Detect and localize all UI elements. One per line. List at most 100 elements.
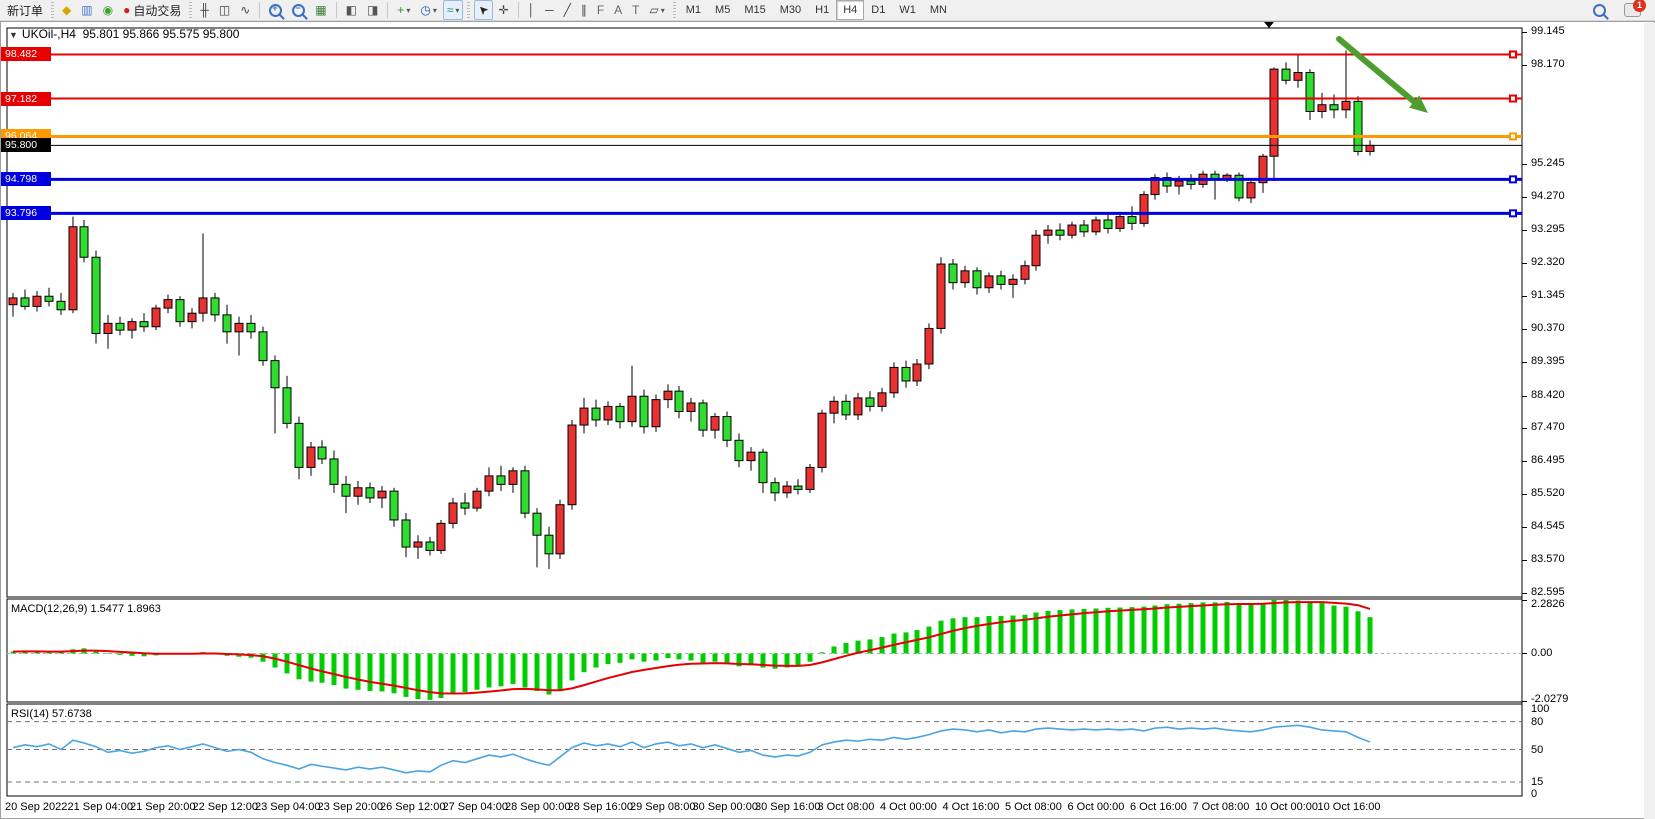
candle-bear — [544, 534, 554, 555]
candle-bear — [258, 331, 268, 362]
search-icon[interactable] — [1593, 3, 1606, 17]
chart-canvas[interactable] — [1, 22, 1655, 819]
price-line-badge: 93.796 — [1, 206, 51, 221]
time-axis-label: 30 Sep 00:00 — [692, 801, 758, 813]
price-tick-mark — [1522, 460, 1527, 462]
candle-bear — [210, 297, 220, 316]
timeframe-M15[interactable]: M15 — [744, 4, 766, 16]
trendline-icon[interactable]: ╱ — [560, 0, 575, 20]
candle-bull — [151, 307, 161, 328]
chevron-down-icon[interactable]: ▾ — [660, 5, 665, 15]
chart-ohlc-values: 95.801 95.866 95.575 95.800 — [82, 27, 240, 41]
timeframe-W1[interactable]: W1 — [899, 4, 916, 16]
zoom-in-icon[interactable]: + — [265, 0, 286, 20]
candle-bull — [472, 490, 482, 509]
timeframe-MN[interactable]: MN — [929, 4, 947, 16]
line-endpoint-marker[interactable] — [1509, 175, 1517, 184]
price-panel[interactable] — [6, 27, 1523, 598]
candle-bear — [389, 490, 399, 521]
trend-arrow-line[interactable] — [1336, 36, 1421, 108]
fibonacci-icon[interactable]: F — [593, 0, 608, 20]
indicators-icon[interactable]: ≈ ▾ — [442, 0, 464, 20]
vertical-line-icon[interactable]: │ — [524, 0, 540, 20]
price-tick-mark — [1522, 32, 1527, 33]
new-chart-icon[interactable]: + ▾ — [393, 0, 414, 20]
candlestick-icon[interactable]: ◫ — [215, 0, 234, 20]
candle-bull — [889, 366, 899, 394]
period-clock-icon[interactable]: ◷ ▾ — [416, 0, 441, 20]
shapes-icon[interactable]: ▱ ▾ — [646, 0, 669, 20]
autotrading-button[interactable]: ● 自动交易 — [119, 0, 185, 20]
text-label-icon[interactable]: T — [628, 0, 643, 20]
chat-icon[interactable]: 1 — [1624, 0, 1646, 17]
crosshair-icon[interactable]: ✛ — [495, 0, 513, 20]
timeframe-M1[interactable]: M1 — [685, 4, 702, 16]
candle-bear — [615, 405, 625, 423]
candle-bull — [1043, 229, 1053, 236]
candle-bull — [1269, 68, 1279, 157]
candle-bull — [68, 226, 78, 311]
layouts-icon[interactable]: ◆ — [58, 0, 75, 20]
rsi-label: RSI(14) 57.6738 — [11, 708, 92, 720]
candle-bull — [877, 392, 887, 407]
price-tick-label: 85.520 — [1531, 486, 1565, 499]
zoom-out-icon[interactable]: − — [288, 0, 309, 20]
toolbar-grip[interactable] — [189, 2, 193, 18]
bar-chart-icon[interactable]: ╫ — [196, 0, 213, 20]
candle-bull — [234, 322, 244, 333]
collapse-icon[interactable]: ▼ — [9, 30, 18, 40]
time-axis-label: 21 Sep 04:00 — [67, 801, 133, 813]
price-tick-label: 92.320 — [1531, 256, 1565, 269]
line-endpoint-marker[interactable] — [1509, 209, 1517, 218]
bar-chart-icon: ╫ — [200, 3, 209, 17]
text-icon[interactable]: A — [610, 0, 626, 20]
macd-panel[interactable] — [6, 598, 1523, 703]
horizontal-line-icon: ─ — [545, 3, 554, 17]
timeframe-M30[interactable]: M30 — [779, 4, 802, 16]
cursor-icon[interactable]: ➤ — [474, 0, 493, 20]
trend-arrow-head[interactable] — [1409, 95, 1428, 113]
rsi-axis-label: 50 — [1531, 743, 1544, 756]
candle-bear — [639, 395, 649, 428]
toolbar-separator — [517, 2, 519, 18]
vertical-line-icon: │ — [527, 3, 536, 17]
candle-bull — [1246, 182, 1256, 199]
macd-axis-label: 2.2826 — [1531, 598, 1565, 610]
time-axis-label: 26 Sep 12:00 — [380, 801, 446, 813]
time-axis-label: 10 Oct 16:00 — [1317, 801, 1381, 813]
candle-bear — [698, 402, 708, 431]
candle-bear — [865, 397, 875, 407]
chevron-down-icon[interactable]: ▾ — [455, 5, 460, 15]
price-tick-label: 86.495 — [1531, 453, 1565, 466]
auto-arrange-icon[interactable]: ◧ — [342, 0, 361, 20]
price-tick-mark — [1522, 362, 1527, 364]
candle-bear — [222, 314, 232, 333]
time-axis-label: 10 Oct 00:00 — [1255, 801, 1318, 813]
chevron-down-icon[interactable]: ▾ — [432, 5, 437, 15]
toolbar-grip[interactable] — [51, 2, 55, 18]
toolbar-grip[interactable] — [467, 2, 471, 18]
tile-windows-icon[interactable]: ▦ — [311, 0, 330, 20]
new-order-button[interactable]: 新订单 — [3, 0, 47, 20]
signals-icon[interactable]: ◉ — [99, 0, 117, 20]
toolbar-grip[interactable] — [672, 2, 676, 18]
line-endpoint-marker[interactable] — [1509, 132, 1517, 141]
chevron-down-icon[interactable]: ▾ — [406, 5, 411, 15]
chart-symbol-period: UKOil-,H4 — [21, 27, 76, 41]
candle-bear — [1234, 174, 1244, 199]
chart-window[interactable]: ▼ UKOil-,H4 95.801 95.866 95.575 95.800 9… — [0, 21, 1655, 819]
horizontal-line-icon[interactable]: ─ — [541, 0, 558, 20]
line-endpoint-marker[interactable] — [1509, 50, 1517, 59]
timeframe-H1[interactable]: H1 — [815, 4, 830, 16]
cascade-windows-icon[interactable]: ◨ — [363, 0, 382, 20]
cursor-icon: ➤ — [474, 1, 492, 19]
candle-bear — [20, 297, 30, 307]
line-chart-icon[interactable]: ∿ — [236, 0, 254, 20]
market-watch-icon[interactable]: ▥ — [77, 0, 96, 20]
line-endpoint-marker[interactable] — [1509, 94, 1517, 103]
equidistant-channel-icon[interactable]: ∥ — [577, 0, 591, 20]
timeframe-D1[interactable]: D1 — [871, 4, 886, 16]
timeframe-H4[interactable]: H4 — [836, 0, 865, 20]
timeframe-M5[interactable]: M5 — [715, 4, 731, 16]
price-tick-mark — [1522, 197, 1527, 199]
